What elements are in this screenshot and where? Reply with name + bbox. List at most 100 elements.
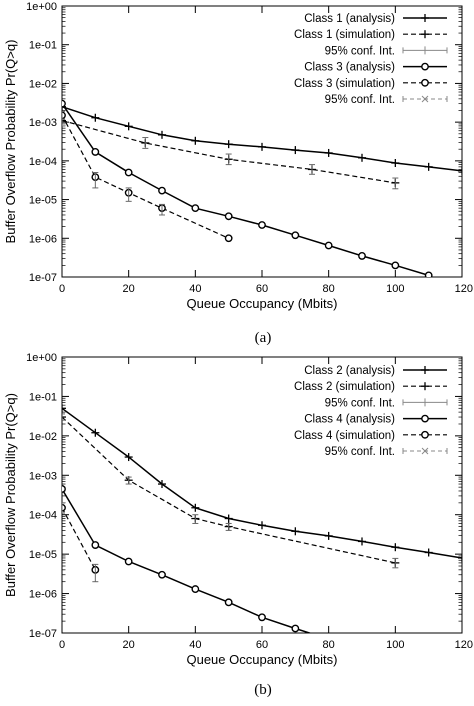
- panel-a-legend-entry-2: 95% conf. Int.: [325, 45, 448, 57]
- panel-a-y-tick-label-5: 1e-05: [29, 195, 57, 207]
- panel-b-y-tick-label-4: 1e-04: [29, 510, 57, 522]
- panel-a-series-4-point-0: [62, 111, 66, 120]
- panel-a-legend-entry-3: Class 3 (analysis): [304, 62, 447, 74]
- panel-b-legend-entry-2-label: 95% conf. Int.: [325, 397, 395, 409]
- panel-a-legend-entry-3-marker: [421, 62, 429, 71]
- panel-b-series-3-point-4: [191, 585, 200, 593]
- panel-b-y-tick-label-7: 1e-07: [29, 628, 57, 640]
- panel-b-series-3-point-1: [91, 541, 100, 549]
- panel-b-legend-entry-3-label: Class 4 (analysis): [304, 414, 395, 426]
- panel-a-x-tick-label-6: 120: [455, 283, 473, 295]
- panel-a-series-4-line: [62, 115, 229, 239]
- panel-a-series-5: [62, 110, 165, 216]
- panel-b-legend-entry-3: Class 4 (analysis): [304, 414, 447, 426]
- panel-a-series-4-point-4: [224, 234, 233, 243]
- panel-a-y-tick-label-4: 1e-04: [29, 156, 57, 168]
- panel-a-legend-entry-5-cross-b: [421, 95, 429, 103]
- panel-b-x-tick-label-4: 80: [323, 639, 335, 651]
- panel-a-legend-entry-2-label: 95% conf. Int.: [325, 45, 395, 57]
- panel-a-series-2: [62, 114, 399, 190]
- panel-b-y-tick-label-2: 1e-02: [29, 431, 57, 443]
- panel-b: 1e+00 1e-01 1e-02 1e-03 1e-04 1e-05 1e-06 1e-07…: [3, 352, 473, 698]
- panel-a-x-tick-label-3: 60: [256, 283, 268, 295]
- panel-b-y-ticks: 1e+00 1e-01 1e-02 1e-03 1e-04 1e-05 1e-06 1e-07: [26, 352, 462, 640]
- panel-b-y-tick-label-0: 1e+00: [26, 352, 57, 364]
- panel-b-series-3-point-6: [258, 613, 266, 622]
- panel-a-legend-entry-0: Class 1 (analysis): [304, 13, 447, 25]
- panel-b-legend-entry-4-label: Class 4 (simulation): [294, 430, 395, 442]
- panel-b-legend-entry-0: Class 2 (analysis): [304, 365, 447, 377]
- panel-a-series-3-point-8: [324, 241, 333, 250]
- panel-a-series-1-line: [62, 119, 396, 184]
- panel-b-series-0-line: [62, 407, 462, 559]
- panel-a-x-tick-label-5: 100: [386, 283, 404, 295]
- panel-b-series-3-point-0: [62, 485, 66, 493]
- panel-b-caption: (b): [254, 682, 272, 698]
- panel-a-x-ticks: 0 20 40 60 80 100 120: [59, 6, 473, 295]
- panel-a-legend: Class 1 (analysis) Class 1 (simulation) 95…: [294, 13, 448, 106]
- panel-b-legend-entry-5-label: 95% conf. Int.: [325, 446, 395, 458]
- panel-a-y-tick-label-1: 1e-01: [29, 40, 57, 52]
- panel-a-legend-entry-3-label: Class 3 (analysis): [304, 62, 395, 74]
- panel-a-series-3-point-0: [62, 99, 66, 108]
- panel-a-legend-entry-5: 95% conf. Int.: [325, 94, 448, 106]
- panel-a-series-3-point-9: [358, 252, 366, 260]
- panel-b-series-3-point-7: [291, 624, 300, 633]
- panel-a-legend-entry-4-label: Class 3 (simulation): [294, 78, 395, 90]
- panel-a-series-4: [62, 111, 233, 243]
- panel-b-legend-entry-3-marker: [421, 414, 429, 423]
- panel-b-y-axis-title: Buffer Overflow Probability Pr(Q>q): [3, 393, 18, 597]
- panel-b-legend-entry-1-label: Class 2 (simulation): [294, 381, 395, 393]
- panel-a-series-3-point-2: [124, 168, 133, 177]
- panel-b-x-tick-label-5: 100: [386, 639, 404, 651]
- panel-b-series-3: [62, 485, 312, 633]
- panel-b-y-tick-label-3: 1e-03: [29, 470, 57, 482]
- panel-b-legend-entry-4: Class 4 (simulation): [294, 430, 447, 442]
- panel-a-y-tick-label-3: 1e-03: [29, 117, 57, 129]
- panel-a-legend-entry-0-label: Class 1 (analysis): [304, 13, 395, 25]
- panel-b-series-3-point-2: [124, 557, 133, 566]
- panel-a-series-3-point-4: [191, 204, 200, 213]
- panel-a-series-1: [62, 116, 400, 187]
- panel-b-y-tick-label-1: 1e-01: [29, 391, 57, 403]
- panel-b-legend-entry-0-label: Class 2 (analysis): [304, 365, 395, 377]
- panel-b-x-tick-label-3: 60: [256, 639, 268, 651]
- panel-a-series-3-point-10: [391, 261, 400, 270]
- panel-b-legend: Class 2 (analysis) Class 2 (simulation) 95…: [294, 365, 448, 458]
- panel-b-x-tick-label-2: 40: [189, 639, 201, 651]
- panel-b-series-5: [62, 502, 99, 583]
- panel-b-series-3-point-3: [158, 570, 166, 579]
- panel-a-series-3-point-1: [91, 148, 100, 156]
- panel-b-plot-frame: [61, 356, 463, 634]
- panel-a-series-3: [62, 99, 433, 277]
- panel-a-x-tick-label-1: 20: [123, 283, 135, 295]
- panel-a-x-axis-title: Queue Occupancy (Mbits): [186, 296, 337, 311]
- panel-b-series-2: [62, 413, 399, 569]
- panel-a-y-tick-label-7: 1e-07: [29, 272, 57, 284]
- panel-a-y-tick-label-0: 1e+00: [26, 1, 57, 13]
- panel-a-series-0-line: [62, 105, 462, 172]
- panel-a-legend-entry-4: Class 3 (simulation): [294, 78, 447, 90]
- panel-b-y-tick-label-6: 1e-06: [29, 589, 57, 601]
- panel-b-series-4-point-0: [62, 503, 66, 512]
- panel-a-x-tick-label-0: 0: [59, 283, 65, 295]
- panel-a-series-3-point-5: [224, 212, 233, 221]
- panel-b-x-ticks: 0 20 40 60 80 100 120: [59, 357, 473, 651]
- panel-a-series-0: [62, 102, 462, 175]
- panel-a-y-tick-label-2: 1e-02: [29, 78, 57, 90]
- panel-a-series-3-line: [62, 103, 429, 277]
- panel-b-series-3-point-5: [224, 598, 233, 607]
- panel-b-legend-entry-5: 95% conf. Int.: [325, 446, 448, 458]
- panel-b-legend-entry-5-cross-b: [421, 447, 429, 455]
- panel-b-legend-entry-1: Class 2 (simulation): [294, 381, 447, 393]
- panel-a-x-tick-label-2: 40: [189, 283, 201, 295]
- panel-a-plot-frame: [61, 5, 463, 278]
- panel-a-x-tick-label-4: 80: [323, 283, 335, 295]
- panel-a-series-3-point-7: [291, 231, 300, 240]
- panel-b-series-4-line: [62, 507, 96, 571]
- panel-a-series-3-point-11: [424, 271, 433, 277]
- panel-a-y-tick-label-6: 1e-06: [29, 233, 57, 245]
- panel-a-legend-entry-4-marker: [421, 78, 429, 87]
- panel-a-legend-entry-1-label: Class 1 (simulation): [294, 29, 395, 41]
